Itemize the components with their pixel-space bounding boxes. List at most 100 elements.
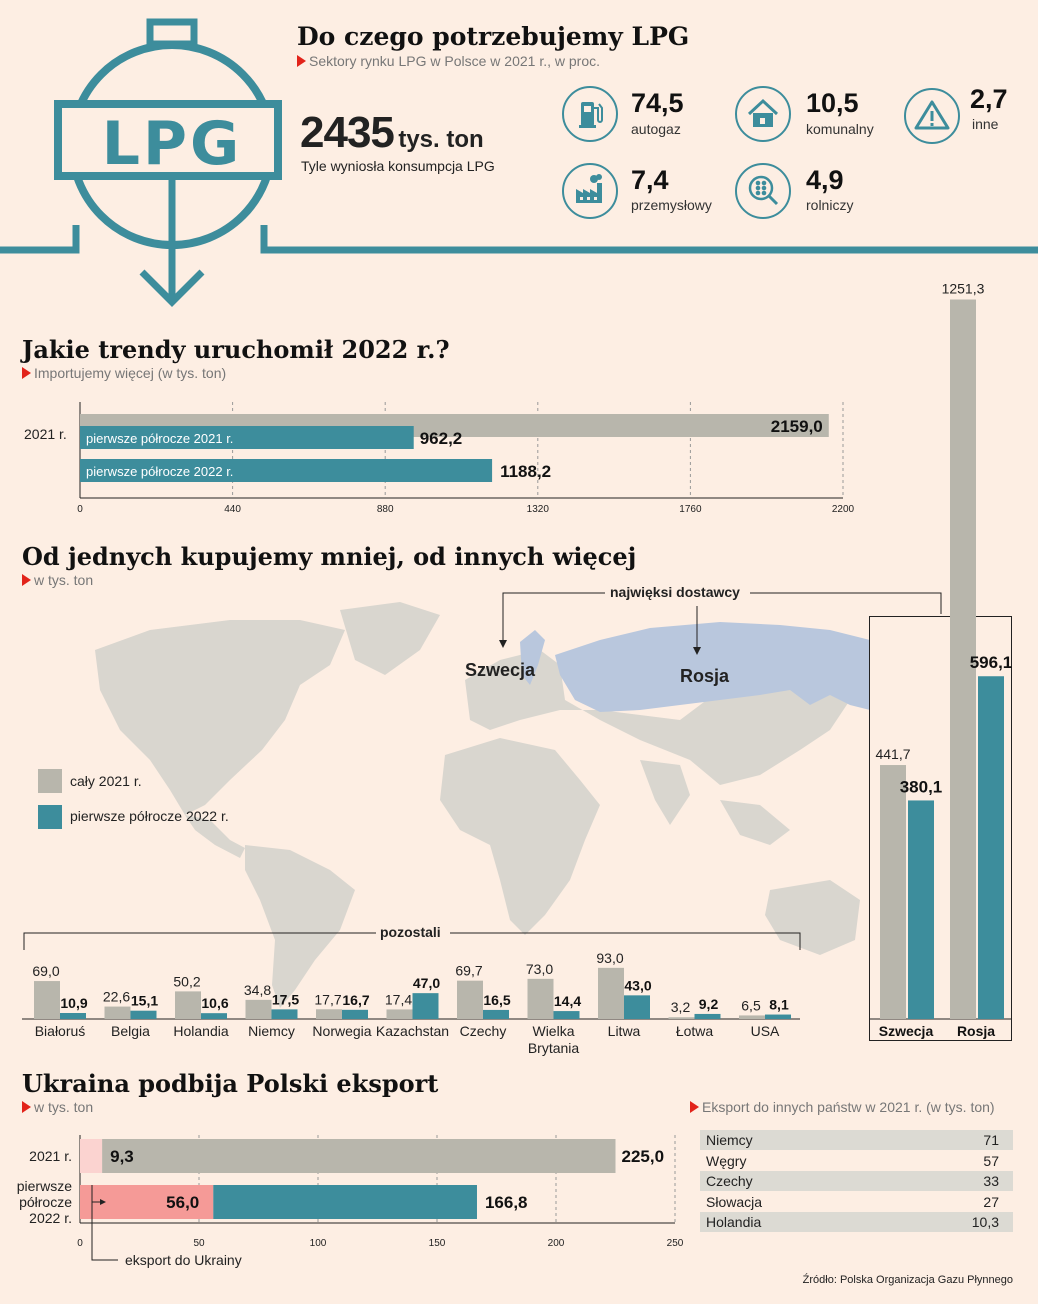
data-label-2021: 50,2 [173,973,200,989]
bar-name-label: pierwsze półrocze 2021 r. [86,431,233,446]
consumption-caption: Tyle wyniosła konsumpcja LPG [301,158,495,174]
table-cell-value: 27 [983,1194,999,1210]
category-label: Kazachstan [376,1023,449,1039]
header-subtitle: Sektory rynku LPG w Polsce w 2021 r., w … [297,53,600,69]
category-label: Szwecja [879,1023,934,1039]
x-tick-label: 2200 [832,504,855,515]
sector-agri-label: rolniczy [806,197,854,213]
bar-total [213,1185,477,1219]
data-label-total: 225,0 [622,1147,665,1166]
legend-swatch-2021 [38,769,62,793]
logo-text: LPG [101,109,243,179]
x-tick-label: 1320 [527,504,550,515]
row-label: pierwsze [17,1178,72,1194]
sector-agri-value: 4,9 [806,165,844,195]
table-cell-country: Węgry [706,1153,747,1169]
data-label-2022: 10,9 [60,995,87,1011]
data-label-2022: 8,1 [769,997,789,1013]
map-label-russia: Rosja [680,666,730,686]
table-cell-country: Słowacja [706,1194,763,1210]
category-label: Niemcy [248,1023,295,1039]
bar-2022 [60,1013,86,1019]
legend-label-2021: cały 2021 r. [70,773,142,789]
tank-valve-shape [146,18,198,48]
factory-icon [562,163,618,219]
data-label-2021: 34,8 [244,982,271,998]
bar-2021 [104,1006,131,1019]
x-tick-label: 0 [77,1238,83,1249]
category-label: Białoruś [35,1023,86,1039]
bar-h1-2021 [80,426,414,449]
category-label: Czechy [460,1023,507,1039]
lpg-tank-illustration [0,18,1038,307]
table-cell-country: Niemcy [706,1132,753,1148]
bar-2021 [527,978,554,1019]
ukraine-pointer-label: eksport do Ukrainy [125,1252,242,1268]
category-label: Norwegia [312,1023,371,1039]
warning-icon [904,88,960,144]
category-label: Litwa [608,1023,641,1039]
data-label-2022: 596,1 [970,653,1013,672]
tank-leg-left [0,225,80,254]
data-label-2021: 17,4 [385,991,412,1007]
map-label-sweden: Szwecja [465,660,536,680]
sector-industrial-label: przemysłowy [631,197,712,213]
bar-name-label: pierwsze półrocze 2022 r. [86,464,233,479]
africa-shape [440,738,600,935]
row-label: 2022 r. [29,1210,72,1226]
data-label-2022: 16,7 [342,992,369,1008]
ukraine-subtitle: w tys. ton [22,1099,93,1115]
data-label: 2159,0 [771,417,823,436]
bar-2022 [978,676,1004,1019]
row-label: 2021 r. [24,426,67,442]
southeast-asia-shape [720,800,790,845]
bar-2022 [694,1013,721,1019]
bar-2022 [271,1009,298,1019]
category-label: Holandia [173,1023,228,1039]
ukraine-subtitle-text: w tys. ton [34,1099,94,1115]
table-row: Węgry 57 [700,1151,1013,1171]
data-label-2021: 1251,3 [942,281,985,297]
category-label: Brytania [528,1040,580,1056]
ukraine-export-chart: 0 50 100 150 200 250 2021 r. 9,3 225,0 pierwszepó… [17,1135,684,1261]
data-label-ukraine: 56,0 [166,1193,199,1212]
data-label: 1188,2 [500,462,551,481]
australia-shape [765,880,860,955]
legend-swatch-2022 [38,805,62,829]
central-america-shape [185,815,245,858]
bar-2021 [668,1017,695,1019]
suppliers-subtitle-text: w tys. ton [34,572,94,588]
data-label-2022: 16,5 [483,992,510,1008]
data-label-2021: 73,0 [526,961,553,977]
suppliers-subtitle: w tys. ton [22,572,93,588]
data-label-ukraine: 9,3 [110,1147,134,1166]
sector-autogas-value: 74,5 [631,88,684,118]
table-cell-country: Czechy [706,1173,753,1189]
bar-2021 [34,981,60,1019]
bar-2022 [201,1013,227,1019]
category-label: Rosja [957,1023,995,1039]
bar-2022 [765,1014,791,1019]
bar-ukraine [80,1139,103,1173]
biggest-suppliers-chart: 441,7 380,1 Szwecja 1251,3 596,1 Rosja [870,281,1013,1039]
sector-other-label: inne [972,116,999,132]
row-label: półrocze [19,1194,72,1210]
x-tick-label: 250 [667,1238,684,1249]
consumption-unit: tys. ton [398,126,484,153]
data-label-2022: 380,1 [900,777,943,796]
sector-communal-value: 10,5 [806,88,859,118]
category-label: Wielka [532,1023,574,1039]
bar-2022 [412,993,439,1019]
export-table-title: Eksport do innych państw w 2021 r. (w ty… [690,1099,995,1115]
ukraine-pointer-line [91,1185,118,1261]
world-map [95,602,870,1008]
bar-2021 [457,980,483,1019]
sector-industrial-value: 7,4 [631,165,669,195]
trends-subtitle: Importujemy więcej (w tys. ton) [22,365,226,381]
bar-2021 [739,1015,765,1019]
sector-other-value: 2,7 [970,84,1008,114]
arrow-head-icon [139,269,205,307]
data-label-2022: 47,0 [413,975,440,991]
ukraine-pointer-arrow-head [100,1199,106,1205]
other-suppliers-chart: 69,010,9 Białoruś 22,6 15,1 Belgia 50,210,6 Ho… [22,950,800,1056]
